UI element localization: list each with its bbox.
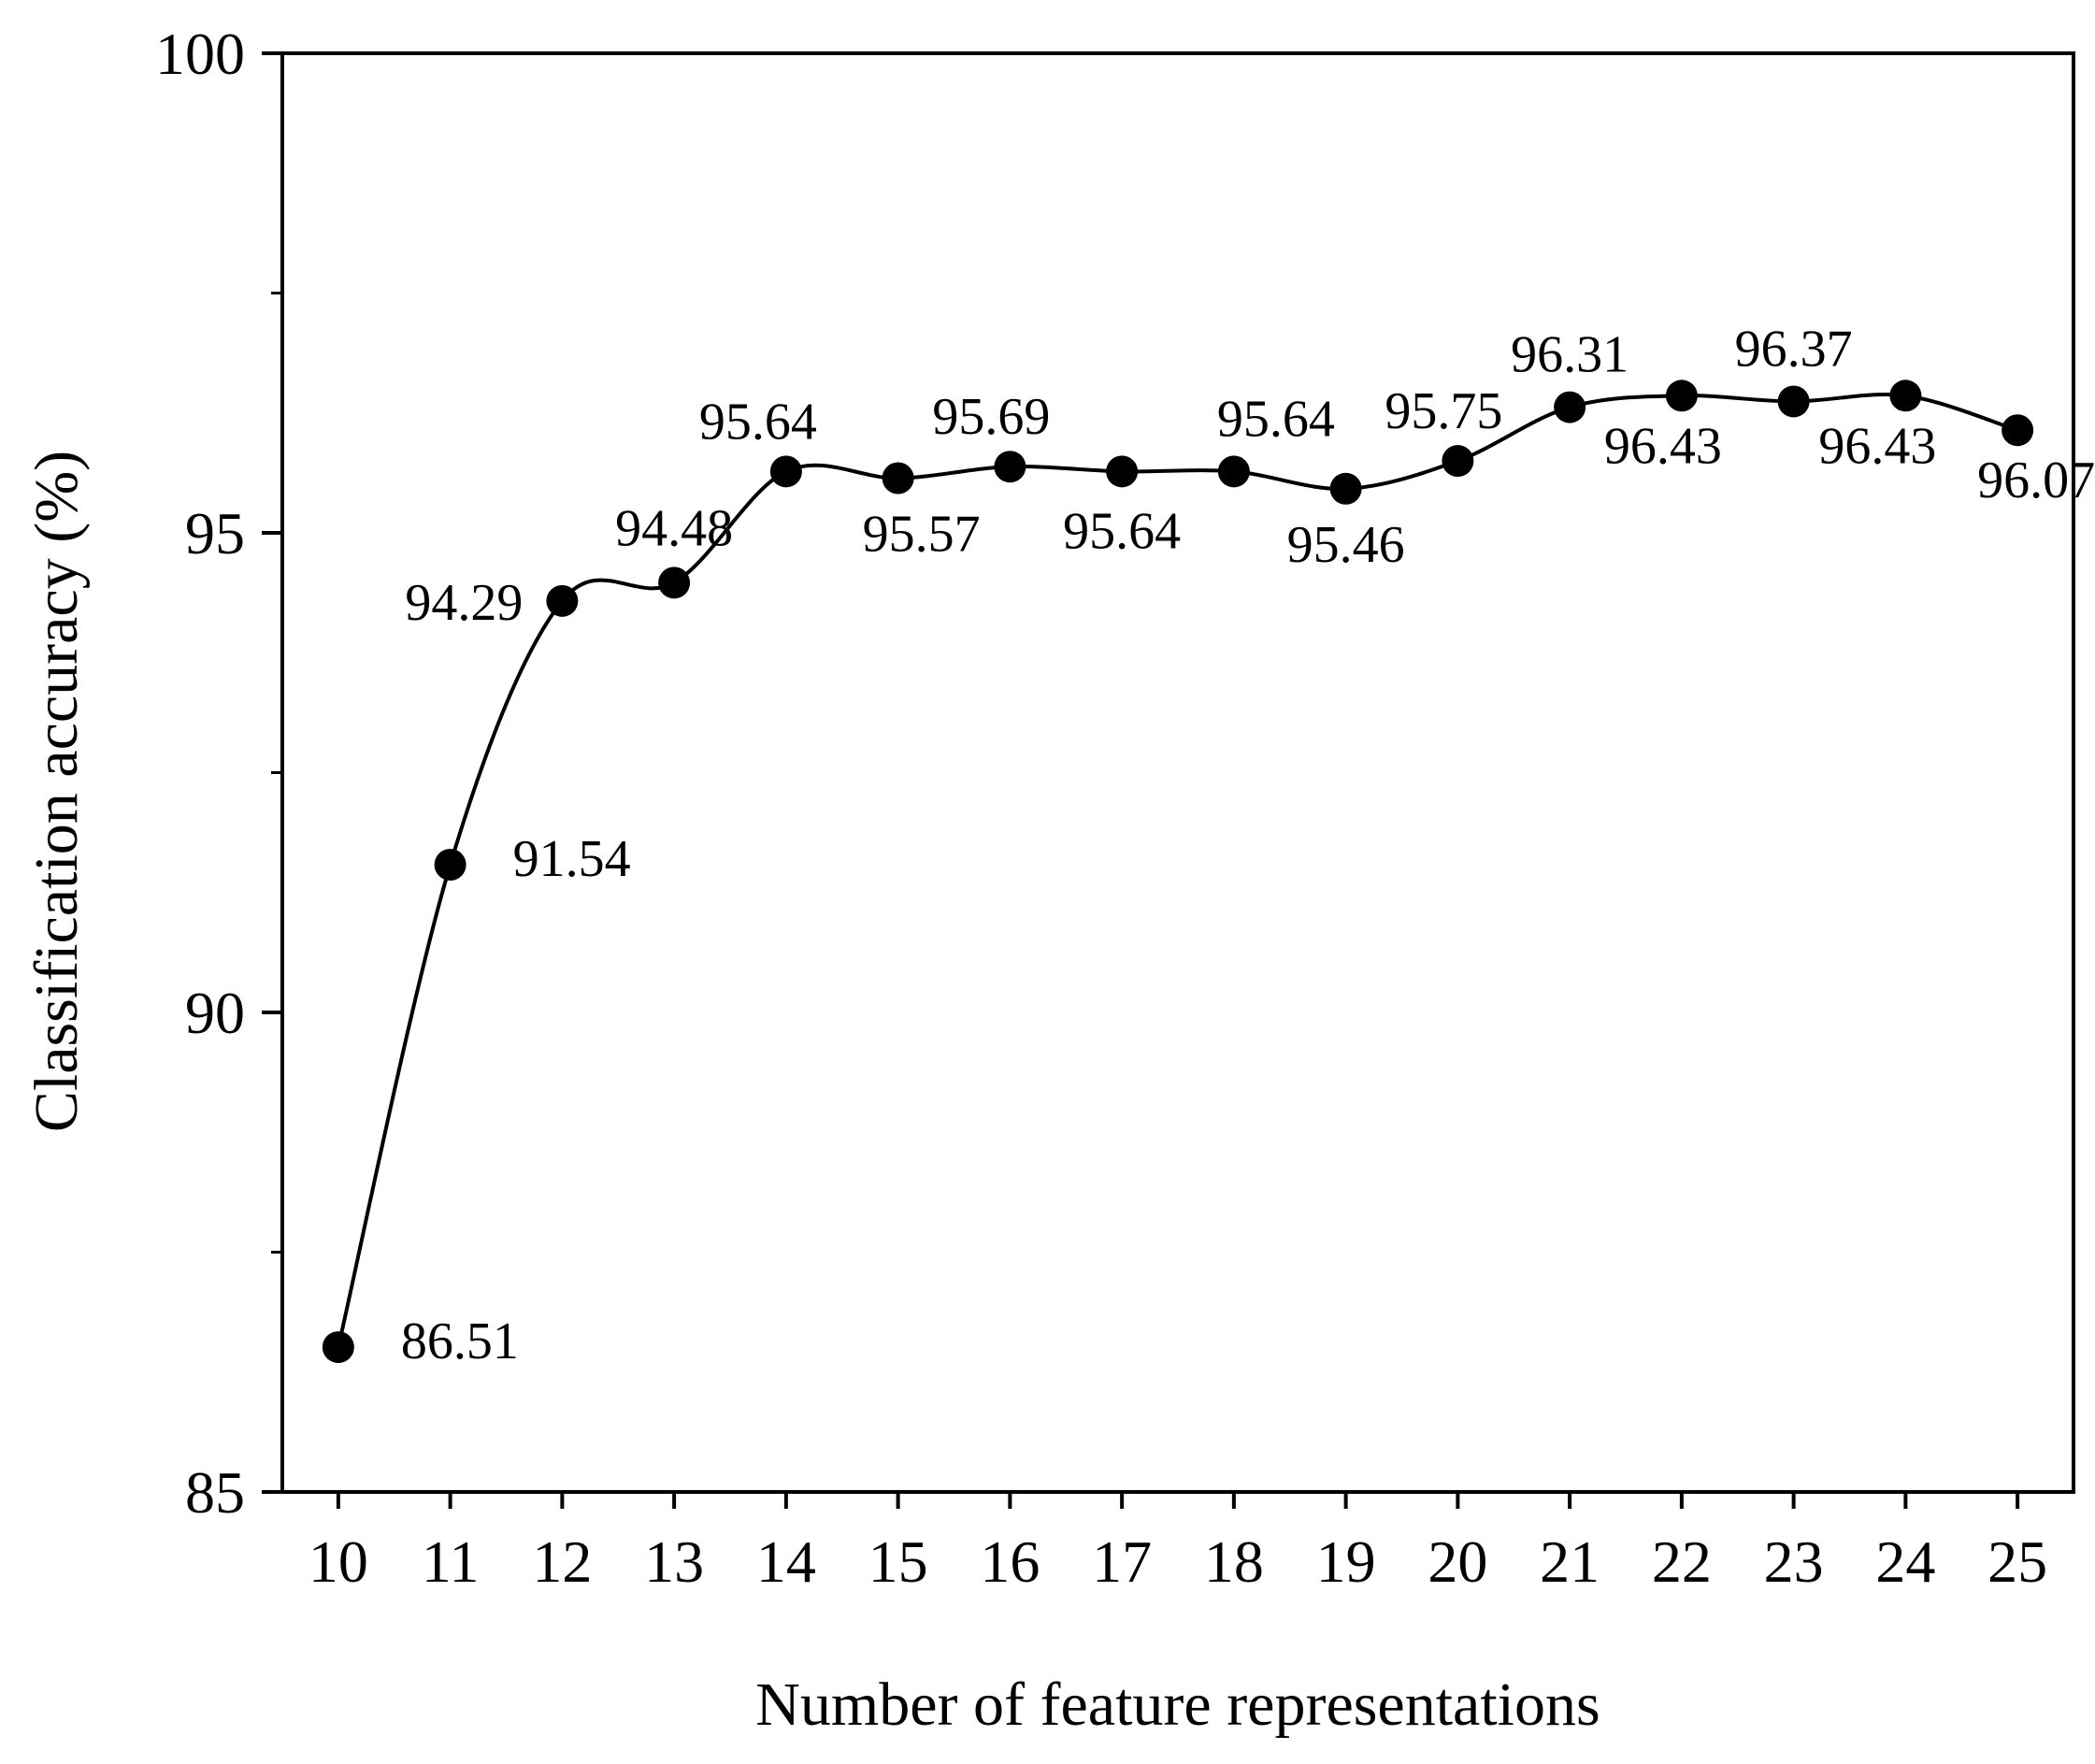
x-tick-label: 14 [756,1528,816,1595]
y-tick-label: 95 [185,500,245,566]
data-point-19 [1329,472,1362,505]
data-label: 96.43 [1818,417,1936,475]
data-label: 96.37 [1735,320,1853,378]
data-point-25 [2002,414,2034,447]
data-point-17 [1106,455,1139,488]
data-label: 91.54 [513,830,631,888]
x-tick-label: 24 [1875,1528,1935,1595]
axis-ticks [262,51,2020,1509]
x-tick-label: 23 [1764,1528,1824,1595]
data-label: 95.64 [1063,502,1181,560]
y-tick-label: 85 [185,1459,245,1526]
data-point-21 [1554,391,1586,423]
data-label: 95.64 [1217,390,1335,448]
x-tick-label: 15 [868,1528,928,1595]
data-label: 95.75 [1385,382,1502,440]
data-point-24 [1889,380,1922,412]
x-axis-title: Number of feature representations [755,1671,1600,1739]
x-tick-label: 18 [1204,1528,1264,1595]
x-tick-label: 22 [1652,1528,1712,1595]
y-tick-label: 90 [185,980,245,1046]
x-tick-label: 10 [309,1528,368,1595]
y-tick-label: 100 [155,21,245,87]
data-label: 95.69 [932,388,1050,446]
plot-frame [280,51,2075,1494]
y-axis-title: Classification accuracy (%) [22,451,91,1132]
data-point-18 [1217,455,1250,488]
data-point-16 [994,451,1026,483]
data-label: 94.29 [405,574,523,632]
data-label: 95.64 [699,393,817,451]
data-point-15 [882,462,914,495]
data-labels: 86.5191.5494.2994.4895.6495.5795.6995.64… [401,320,2095,1370]
data-point-11 [434,848,466,881]
data-point-20 [1442,445,1474,478]
data-label: 95.46 [1287,516,1405,574]
data-label: 94.48 [615,499,733,557]
data-label: 96.43 [1604,417,1722,475]
x-tick-label: 12 [532,1528,592,1595]
data-point-14 [769,455,802,488]
x-tick-label: 25 [1987,1528,2047,1595]
data-markers [322,380,2034,1364]
x-tick-label: 20 [1428,1528,1487,1595]
x-tick-label: 21 [1540,1528,1600,1595]
axis-tick-labels: 10 11 12 13 14 15 16 17 18 19 20 21 22 23 24 25 85 90 95 10… [155,21,2047,1595]
data-label: 86.51 [401,1312,519,1370]
data-point-23 [1777,385,1810,418]
x-tick-label: 13 [644,1528,704,1595]
data-label: 96.31 [1511,326,1629,384]
data-point-22 [1665,380,1698,412]
x-tick-label: 16 [980,1528,1040,1595]
x-tick-label: 19 [1316,1528,1376,1595]
data-label: 95.57 [863,506,981,564]
x-tick-label: 17 [1092,1528,1152,1595]
x-tick-label: 11 [422,1528,480,1595]
data-point-12 [546,584,579,617]
series-line [336,392,2018,1348]
data-point-13 [658,566,691,599]
data-point-10 [322,1331,354,1364]
data-label: 96.07 [1977,452,2095,509]
